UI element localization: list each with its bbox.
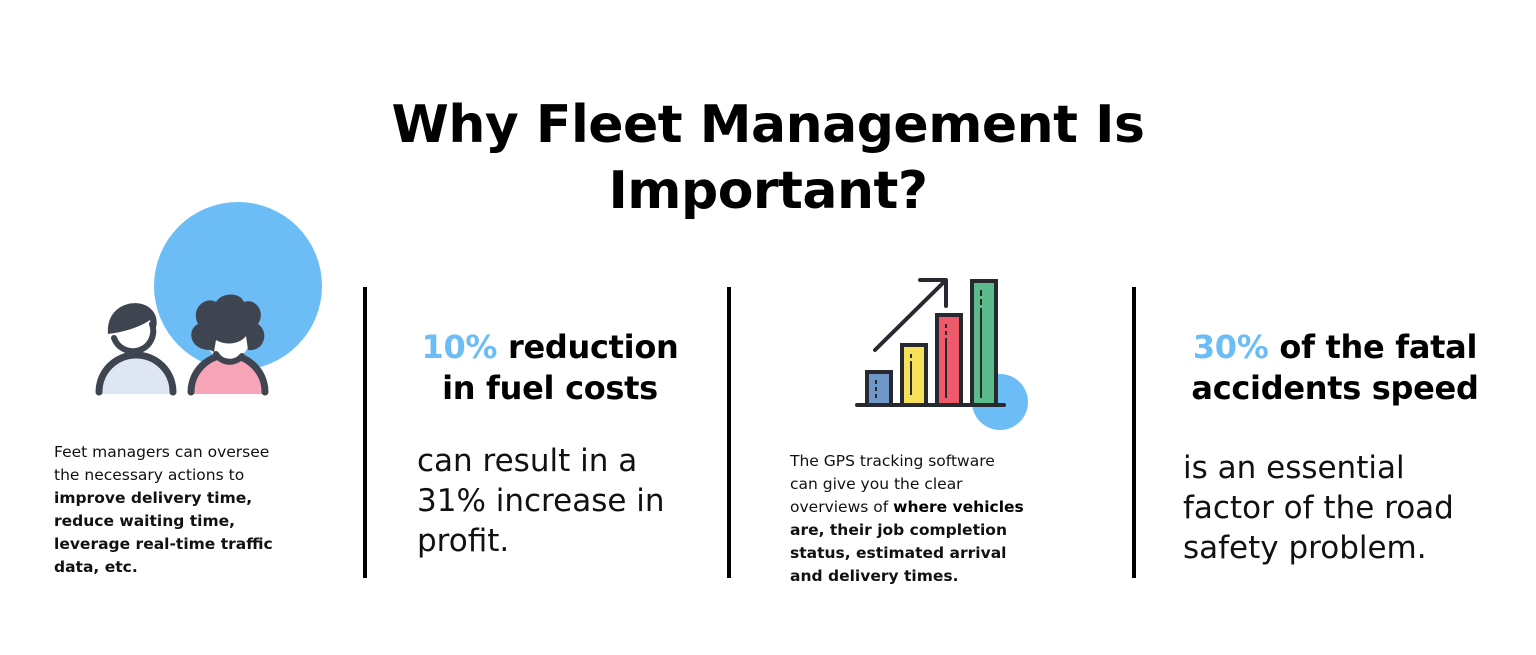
body-line: is an essential — [1183, 450, 1405, 486]
text-line-bold: improve delivery time, — [54, 489, 253, 507]
text-line: the necessary actions to — [54, 466, 245, 484]
column-3-description: The GPS tracking software can give you t… — [790, 450, 1110, 588]
text-line-bold: data, etc. — [54, 558, 138, 576]
fuel-cost-percentage: 10% — [421, 328, 498, 366]
bar-chart-growth-icon — [855, 278, 1028, 430]
fuel-cost-headline: 10% reduction in fuel costs — [385, 327, 715, 409]
column-1-description: Feet managers can oversee the necessary … — [54, 441, 354, 579]
headline-line-2: in fuel costs — [442, 369, 658, 407]
people-icon — [95, 202, 322, 396]
fuel-cost-body: can result in a 31% increase in profit. — [417, 441, 717, 561]
body-line: 31% increase in — [417, 483, 665, 519]
accidents-body: is an essential factor of the road safet… — [1183, 448, 1523, 568]
page-title-line-2: Important? — [608, 161, 928, 221]
body-line: safety problem. — [1183, 530, 1427, 566]
headline-line-2: accidents speed — [1191, 369, 1479, 407]
male-person-icon — [95, 303, 177, 396]
column-divider-3 — [1132, 287, 1136, 578]
text-line: overviews of where vehicles — [790, 496, 1110, 519]
text-line-bold: are, their job completion — [790, 521, 1007, 539]
text-segment-bold: where vehicles — [893, 498, 1024, 516]
page-title-line-1: Why Fleet Management Is — [391, 95, 1145, 155]
text-line: The GPS tracking software — [790, 452, 995, 470]
page-title: Why Fleet Management Is Important? — [0, 92, 1536, 224]
accidents-headline: 30% of the fatal accidents speed — [1160, 327, 1510, 409]
text-line: Feet managers can oversee — [54, 443, 270, 461]
headline-rest: of the fatal — [1279, 328, 1478, 366]
text-line-bold: reduce waiting time, — [54, 512, 235, 530]
headline-rest: reduction — [508, 328, 679, 366]
text-line-bold: status, estimated arrival — [790, 544, 1007, 562]
text-line: can give you the clear — [790, 475, 963, 493]
text-line-bold: and delivery times. — [790, 567, 959, 585]
column-divider-1 — [363, 287, 367, 578]
body-line: can result in a — [417, 443, 638, 479]
text-line-bold: leverage real-time traffic — [54, 535, 273, 553]
column-divider-2 — [727, 287, 731, 578]
female-person-icon — [187, 294, 269, 396]
body-line: profit. — [417, 523, 510, 559]
body-line: factor of the road — [1183, 490, 1454, 526]
text-segment: overviews of — [790, 498, 894, 516]
accidents-percentage: 30% — [1192, 328, 1269, 366]
